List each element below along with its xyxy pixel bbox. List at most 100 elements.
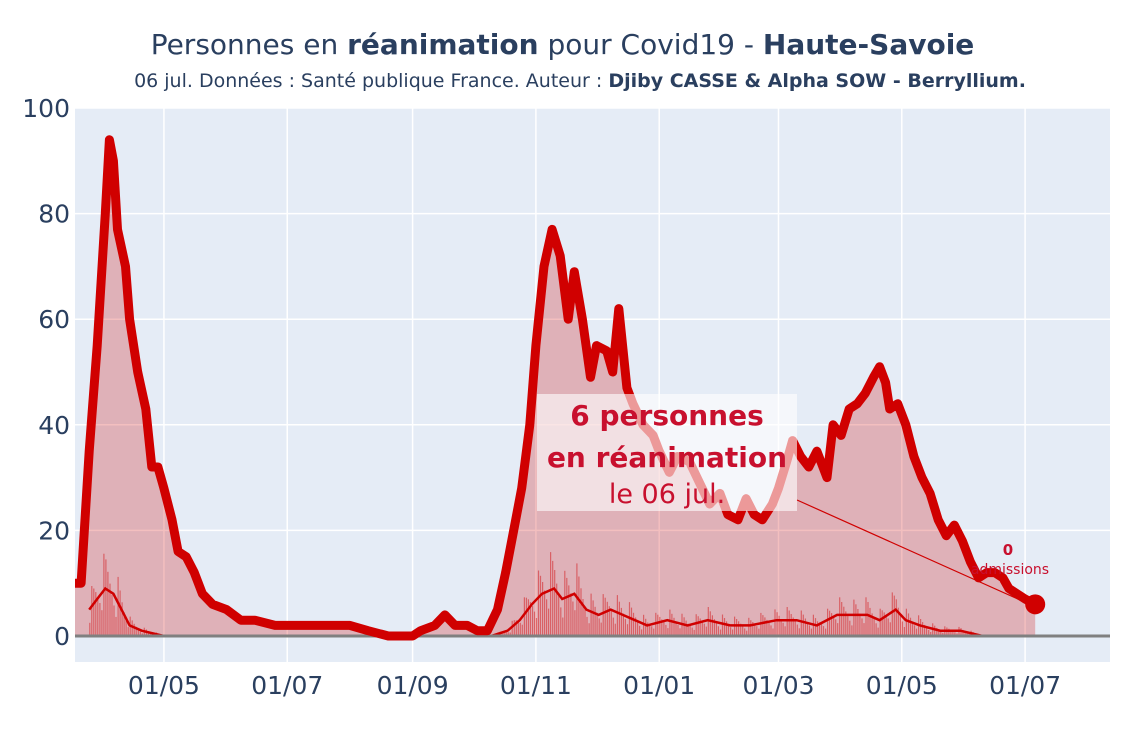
admission-bar [95,592,97,636]
admission-bar [612,617,614,636]
admission-bar [115,616,117,636]
admission-bar [683,617,685,636]
admission-bar [624,619,626,636]
admission-bar [626,624,629,636]
annotation-box: 6 personnes en réanimation le 06 jul. [537,394,797,511]
admission-bar [91,586,93,636]
admission-bar [103,553,105,636]
admission-bar [101,610,103,636]
admission-bar [630,607,633,636]
admission-bar [893,595,895,636]
admission-bar [570,593,572,636]
x-tick-label: 01/07 [989,671,1061,700]
admission-bar [889,622,891,636]
admission-bar [964,631,966,636]
title-part1: Personnes en [150,28,348,61]
admission-bar [679,628,681,636]
admission-bar [849,620,851,636]
admission-bar [909,617,912,636]
admission-bar [709,611,711,636]
admission-bar [875,623,877,636]
admission-bar [675,621,677,636]
admission-bar [853,599,855,636]
admission-bar [930,632,932,636]
admission-bar [639,625,641,636]
admission-bar [778,615,780,636]
admission-bar [810,628,812,636]
admission-bar [127,627,129,636]
admission-bar [756,626,758,636]
x-tick-label: 01/11 [500,671,572,700]
admission-bar [762,615,764,636]
x-tick-label: 01/07 [251,671,323,700]
admission-bar [665,624,667,636]
admission-bar [93,588,95,636]
admission-bar [580,588,582,636]
admission-bar [703,623,705,636]
admission-bar [966,632,968,636]
admission-bar [596,612,598,636]
admission-bar [928,629,930,636]
admission-bar [604,597,606,636]
admission-bar [564,570,566,636]
subtitle-text: 06 jul. Données : Santé publique France.… [134,70,609,92]
admission-bar [554,570,556,636]
admission-bar [697,616,699,636]
x-tick-label: 01/01 [623,671,695,700]
admission-bar [942,632,944,636]
admission-bar [572,601,574,636]
admission-bar [833,615,835,636]
admission-bar [719,629,722,636]
admission-bar [926,627,928,636]
admission-bar [796,624,798,636]
y-tick-label: 20 [38,516,70,545]
admission-bar [903,627,905,636]
admission-bar [673,617,675,636]
admission-bar [940,631,942,636]
admission-bar [139,631,141,636]
admission-bar [952,631,954,636]
admission-bar [550,552,552,636]
admission-bar [131,620,133,636]
title-part2: pour Covid19 - [538,28,763,61]
admission-bar [750,620,752,636]
admission-bar [669,609,671,636]
admission-bar [121,602,123,636]
admission-bar [742,626,744,636]
admission-bar [556,583,558,636]
admission-bar [667,628,669,636]
admission-bar [653,628,655,636]
admission-bar [871,613,873,636]
admission-bar [855,604,857,636]
admission-bar [794,621,796,636]
admission-bar [695,614,697,636]
admission-bar [568,585,570,636]
admission-bar [814,618,817,636]
admission-bar [97,597,99,636]
admission-bar [802,614,804,636]
admission-bar [899,615,901,636]
admission-bar [901,621,903,636]
admission-bar [503,631,505,636]
admission-bar [622,613,624,636]
admission-bar [519,622,521,636]
admission-bar [721,614,724,636]
admission-bar [693,629,695,636]
admission-bar [740,623,742,636]
admission-bar [825,628,827,636]
admission-bar [582,599,584,636]
admission-bar [119,590,121,636]
admission-bar [725,621,728,636]
admission-bar [816,621,819,636]
admission-bar [863,623,865,636]
admission-bar [578,576,580,636]
admission-bar [715,622,717,636]
admission-bar [723,618,726,636]
admission-bar [788,610,790,636]
admission-bar [614,623,616,636]
annotation-line3: le 06 jul. [608,479,726,510]
admission-bar [920,619,922,636]
admissions-label: admissions [970,562,1050,578]
admission-bar [730,627,732,636]
